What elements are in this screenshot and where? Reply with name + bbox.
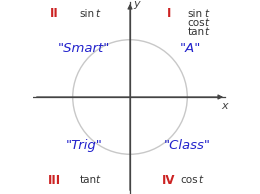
Text: I: I xyxy=(167,7,171,20)
Text: "A": "A" xyxy=(179,42,201,55)
Text: III: III xyxy=(48,174,61,187)
Text: t: t xyxy=(96,9,100,19)
Text: cos: cos xyxy=(187,18,205,28)
Text: t: t xyxy=(96,175,100,185)
Text: cos: cos xyxy=(181,175,198,185)
Text: x: x xyxy=(221,101,228,111)
Text: tan: tan xyxy=(187,27,204,37)
Text: t: t xyxy=(204,9,208,19)
Text: t: t xyxy=(204,27,208,37)
Text: II: II xyxy=(50,7,58,20)
Text: "Trig": "Trig" xyxy=(65,139,102,152)
Text: IV: IV xyxy=(162,174,176,187)
Text: t: t xyxy=(198,175,203,185)
Text: sin: sin xyxy=(79,9,94,19)
Text: "Smart": "Smart" xyxy=(58,42,110,55)
Text: y: y xyxy=(133,0,140,9)
Text: "Class": "Class" xyxy=(164,139,211,152)
Text: tan: tan xyxy=(79,175,96,185)
Text: sin: sin xyxy=(187,9,202,19)
Text: t: t xyxy=(204,18,208,28)
